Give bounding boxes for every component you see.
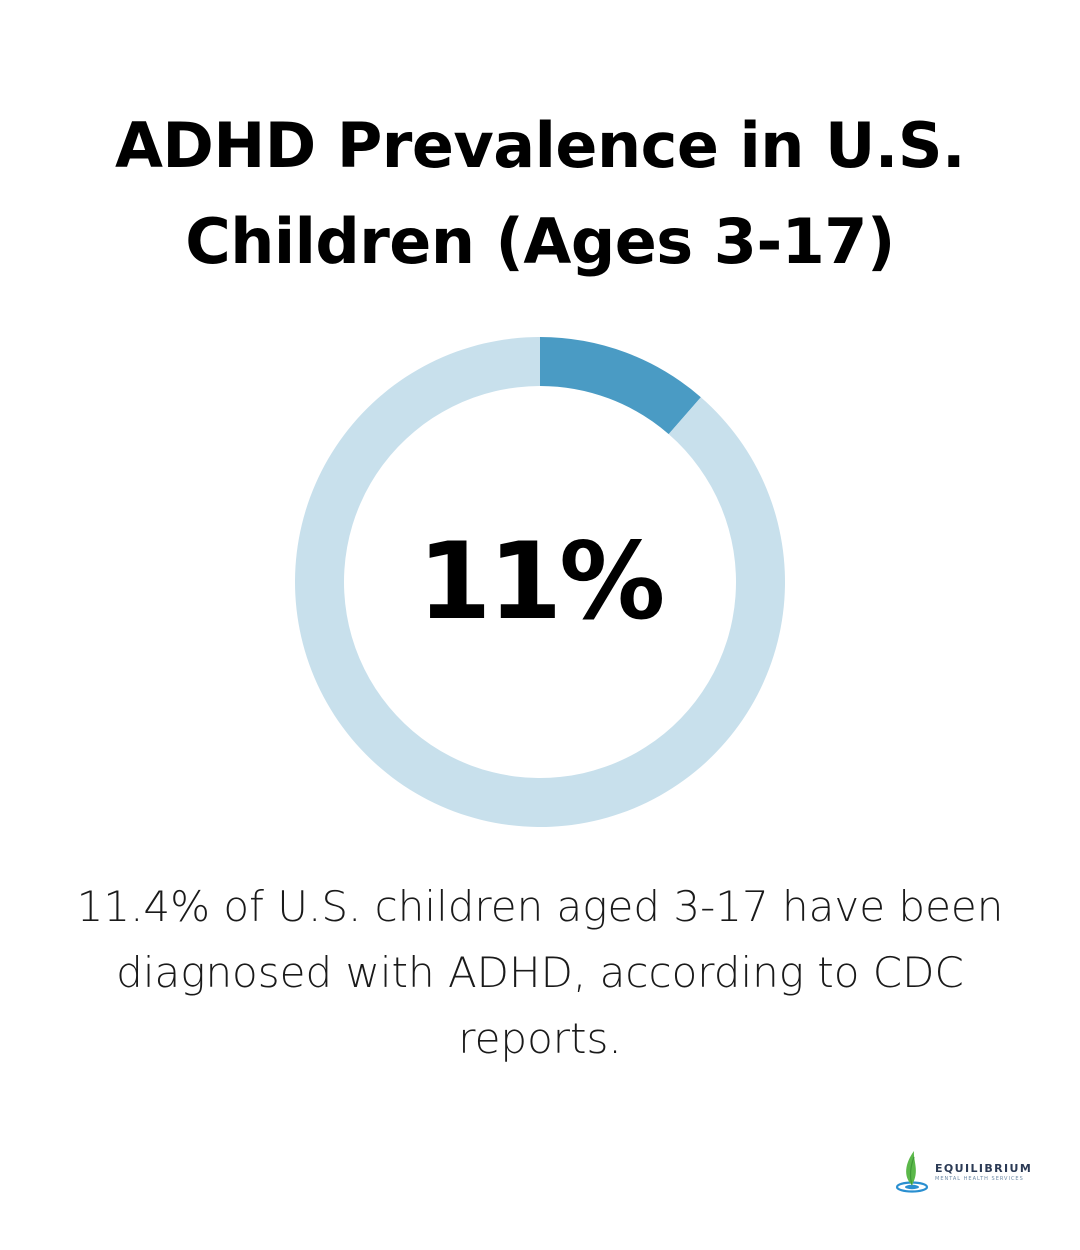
brand-logo: EQUILIBRIUM MENTAL HEALTH SERVICES xyxy=(893,1143,1043,1197)
donut-slices xyxy=(294,337,785,827)
donut-slice-highlight xyxy=(540,337,701,435)
logo-tagline: MENTAL HEALTH SERVICES xyxy=(935,1176,1024,1182)
caption-text: 11.4% of U.S. children aged 3-17 have be… xyxy=(76,882,1004,1063)
logo-name: EQUILIBRIUM xyxy=(935,1162,1033,1175)
center-value: 11% xyxy=(417,520,666,643)
donut-chart xyxy=(294,337,785,827)
leaf-drop-icon xyxy=(895,1151,929,1193)
chart-title: ADHD Prevalence in U.S. Children (Ages 3… xyxy=(114,109,966,278)
